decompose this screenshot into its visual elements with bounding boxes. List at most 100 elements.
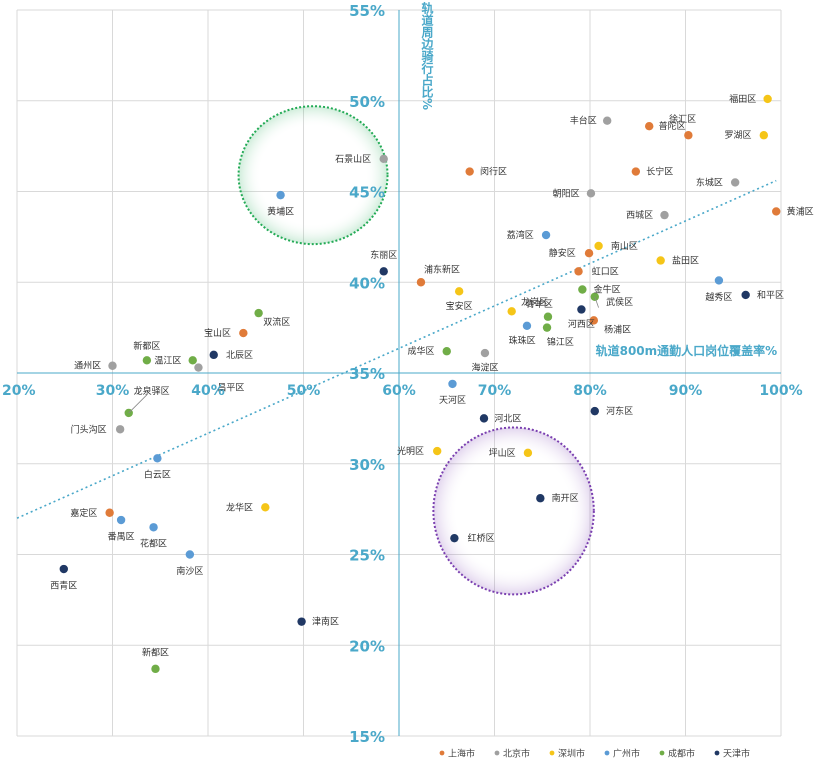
data-label: 和平区 xyxy=(757,290,784,301)
highlight-circle-glow xyxy=(238,106,388,245)
x-tick-label: 20% xyxy=(2,383,36,399)
data-point xyxy=(209,350,218,360)
data-label: 南开区 xyxy=(552,492,579,504)
data-point xyxy=(584,249,594,258)
data-label: 越秀区 xyxy=(705,291,732,303)
data-label: 津南区 xyxy=(312,616,339,628)
data-label: 花都区 xyxy=(140,538,167,550)
data-label: 荔湾区 xyxy=(507,229,534,241)
legend-label: 上海市 xyxy=(448,748,475,760)
data-label: 北辰区 xyxy=(226,350,253,361)
y-tick-label: 45% xyxy=(349,184,385,202)
label-leader xyxy=(128,394,148,414)
data-point xyxy=(645,121,654,131)
data-point xyxy=(543,312,553,321)
data-point xyxy=(536,494,545,503)
y-axis-title: 轨道周边骑行占比% xyxy=(420,1,434,110)
data-label: 龙泉驿区 xyxy=(134,385,170,397)
x-tick-label: 50% xyxy=(287,383,321,399)
data-label: 河东区 xyxy=(606,405,633,417)
data-point xyxy=(541,230,551,240)
x-tick-label: 90% xyxy=(669,383,703,399)
data-point xyxy=(602,116,612,125)
data-label: 门头沟区 xyxy=(71,423,107,435)
data-point xyxy=(656,256,665,265)
data-label: 温江区 xyxy=(154,355,181,366)
data-label: 通州区 xyxy=(74,361,101,372)
data-point xyxy=(741,290,750,300)
data-label: 罗湖区 xyxy=(725,130,752,141)
data-point xyxy=(448,379,457,389)
data-label: 龙岗区 xyxy=(521,296,548,308)
data-point xyxy=(185,550,195,559)
tick-labels: 20% 30% 40% 50% 60% 70% 80% 90% 100% 15% 20% 25% 30%… xyxy=(2,2,803,746)
data-point xyxy=(589,316,599,325)
data-label: 朝阳区 xyxy=(553,188,580,199)
data-point xyxy=(254,308,263,318)
data-label: 普陀区 xyxy=(659,120,686,132)
data-label: 白云区 xyxy=(144,469,171,481)
data-point xyxy=(772,207,781,216)
data-point xyxy=(759,131,769,140)
data-point xyxy=(577,305,586,314)
data-point xyxy=(763,94,772,104)
data-point xyxy=(594,241,603,251)
y-tick-label: 15% xyxy=(349,728,385,746)
data-label: 杨浦区 xyxy=(604,323,631,335)
data-point xyxy=(574,267,583,276)
data-point xyxy=(450,533,459,543)
legend-marker xyxy=(494,750,500,756)
trendline xyxy=(16,179,777,519)
data-point xyxy=(416,278,426,287)
data-point xyxy=(105,508,114,517)
legend-marker xyxy=(549,750,555,756)
data-label: 海淀区 xyxy=(471,362,498,374)
y-tick-label: 25% xyxy=(349,547,385,565)
data-point xyxy=(684,131,693,140)
data-point xyxy=(480,348,490,358)
legend: 上海市 北京市 深圳市 广州市 成都市 天津市 xyxy=(439,748,750,760)
data-point xyxy=(239,328,248,338)
data-point xyxy=(442,347,451,356)
axes xyxy=(17,10,781,736)
data-point xyxy=(714,276,724,285)
data-point xyxy=(188,356,197,365)
data-point xyxy=(586,189,596,198)
x-axis-title: 轨道800m通勤人口岗位覆盖率% xyxy=(596,343,778,358)
data-label: 东城区 xyxy=(696,176,723,188)
legend-label: 深圳市 xyxy=(558,748,585,760)
legend-label: 北京市 xyxy=(503,748,530,760)
data-label: 新都区 xyxy=(142,647,169,659)
y-tick-label: 30% xyxy=(349,456,385,474)
data-point xyxy=(149,523,158,532)
data-point xyxy=(108,361,117,370)
y-tick-label: 20% xyxy=(349,637,385,655)
data-point xyxy=(115,425,125,434)
x-tick-label: 40% xyxy=(191,383,225,399)
data-point xyxy=(261,503,270,512)
data-label: 盐田区 xyxy=(672,254,699,266)
data-label: 成华区 xyxy=(407,345,434,357)
x-tick-label: 70% xyxy=(478,383,512,399)
legend-marker xyxy=(659,750,665,756)
data-point xyxy=(379,154,388,164)
data-point xyxy=(151,664,160,674)
label-leader xyxy=(594,296,599,308)
data-point xyxy=(479,414,489,423)
data-label: 南山区 xyxy=(611,240,638,252)
data-label: 徐汇区 xyxy=(669,113,696,125)
data-label: 番禺区 xyxy=(108,530,135,542)
highlight-circles xyxy=(237,105,595,596)
legend-label: 成都市 xyxy=(668,748,695,760)
x-tick-label: 80% xyxy=(573,383,607,399)
x-tick-label: 30% xyxy=(96,383,130,399)
data-label: 河北区 xyxy=(494,412,521,424)
data-label: 福田区 xyxy=(729,93,756,105)
data-label: 石景山区 xyxy=(335,154,371,165)
data-point xyxy=(542,323,552,332)
data-point xyxy=(730,178,740,187)
data-point xyxy=(465,167,474,176)
data-point xyxy=(522,321,532,331)
